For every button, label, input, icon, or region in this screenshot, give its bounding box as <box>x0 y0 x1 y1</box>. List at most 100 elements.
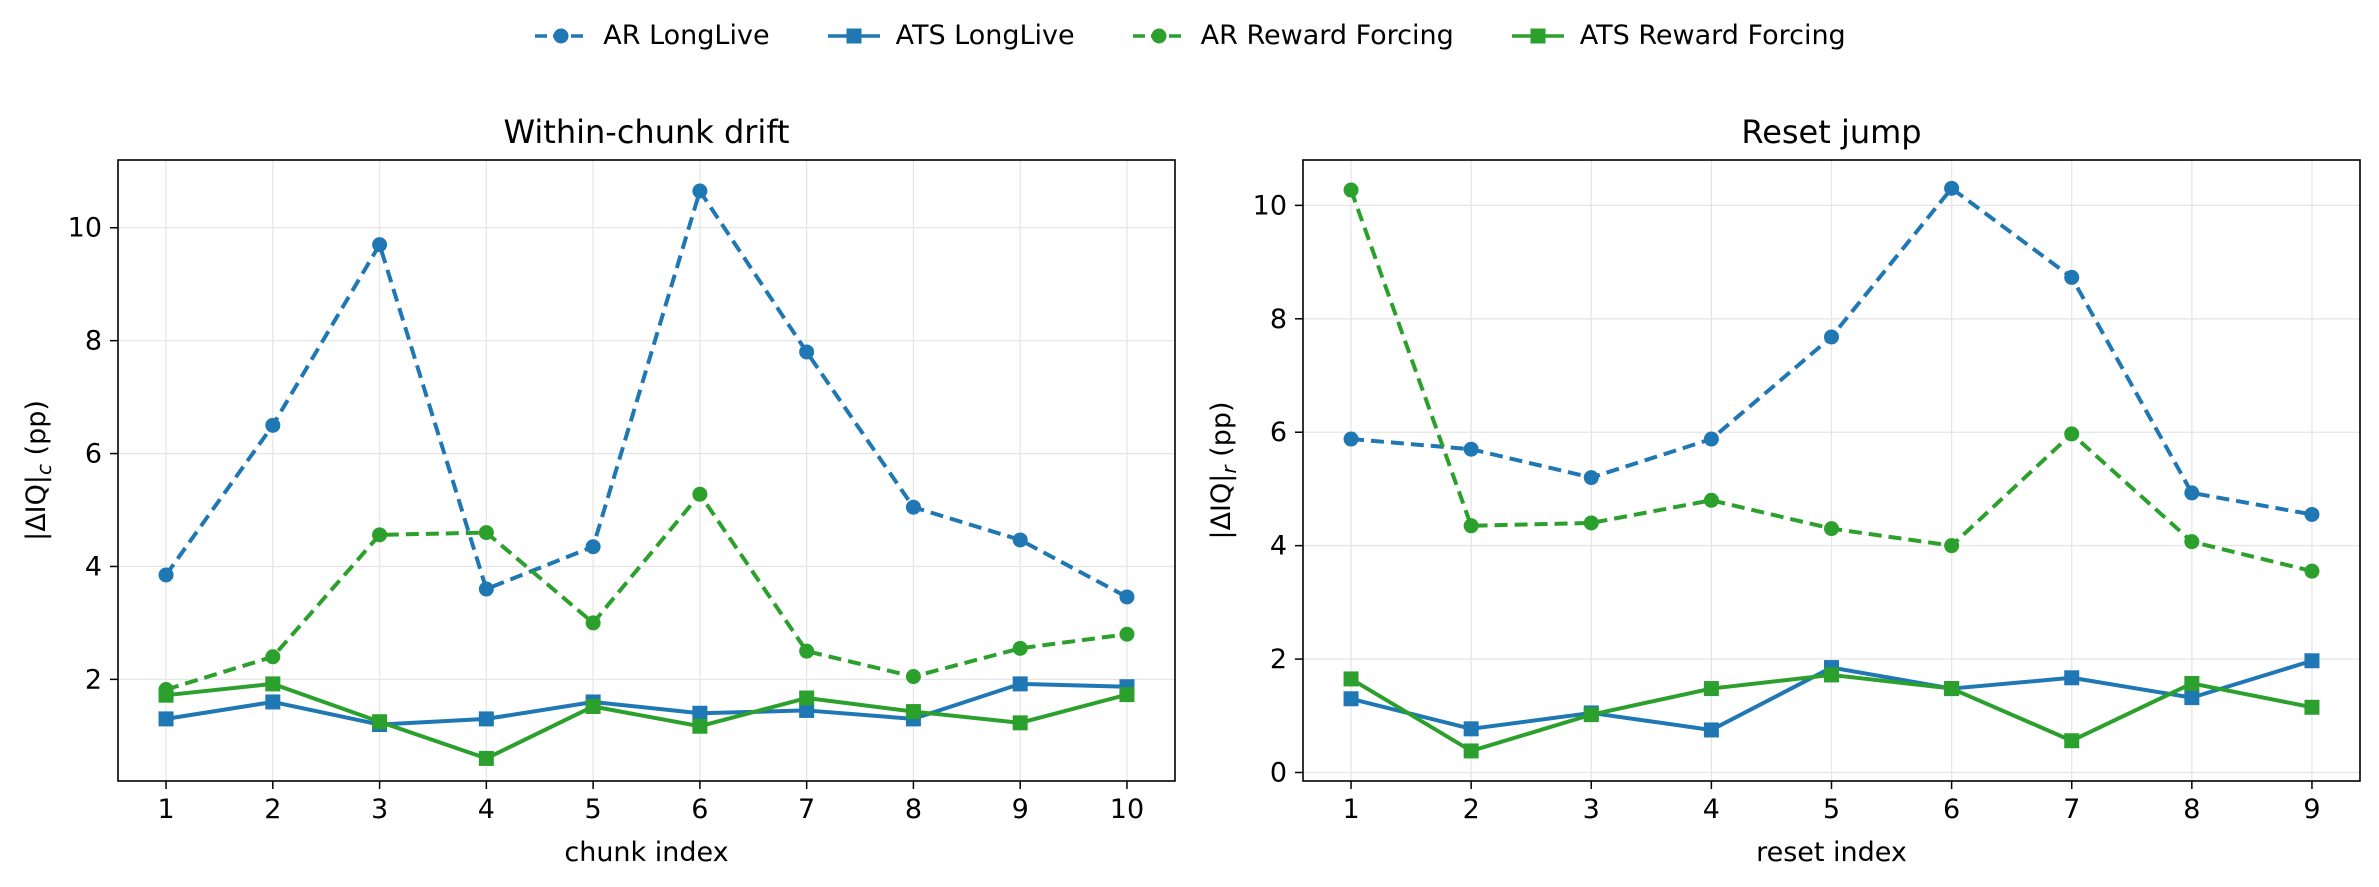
legend-label: AR Reward Forcing <box>1200 20 1454 51</box>
data-point <box>692 183 708 199</box>
x-tick-label: 8 <box>905 794 922 825</box>
chart-title: Within-chunk drift <box>503 113 789 151</box>
chart-panel: 1 2 3 4 5 6 7 8 9 0 2 4 6 8 10 Reset jump reset index |ΔI… <box>1206 113 2361 868</box>
data-point <box>1703 492 1719 508</box>
data-point <box>799 702 815 718</box>
series <box>158 183 1135 605</box>
x-tick-label: 3 <box>371 794 388 825</box>
data-point <box>158 687 174 703</box>
legend-swatch <box>535 28 588 43</box>
data-point <box>478 750 494 766</box>
data-point <box>1824 667 1839 683</box>
y-tick-label: 4 <box>1270 531 1287 562</box>
data-point <box>1343 182 1359 198</box>
legend-item: ATS LongLive <box>826 20 1075 51</box>
series <box>1343 667 2320 759</box>
chart-panel: 1 2 3 4 5 6 7 8 9 10 2 4 6 8 10 Within-chunk drift chunk… <box>21 113 1176 868</box>
data-point <box>1463 743 1479 759</box>
data-point <box>692 718 708 734</box>
data-point <box>1944 538 1960 554</box>
plot-frame <box>1302 159 2361 782</box>
x-tick-label: 1 <box>157 794 174 825</box>
data-point <box>1703 681 1719 697</box>
legend-label: ATS LongLive <box>895 20 1075 51</box>
data-point <box>692 486 708 502</box>
data-point <box>1703 431 1719 447</box>
data-point <box>372 714 388 730</box>
data-point <box>1012 532 1028 548</box>
series-line <box>165 681 1128 761</box>
y-tick-label: 2 <box>1270 644 1287 675</box>
y-tick-label: 8 <box>85 326 102 357</box>
data-point <box>2304 653 2320 669</box>
chart-title: Reset jump <box>1741 113 1921 151</box>
data-point <box>1583 707 1599 723</box>
series <box>1343 180 2320 522</box>
data-point <box>2304 506 2320 522</box>
x-tick-label: 9 <box>1012 794 1029 825</box>
data-point <box>2064 733 2080 749</box>
y-tick-label: 8 <box>1270 304 1287 335</box>
data-point <box>585 615 601 631</box>
data-point <box>158 567 174 583</box>
data-point <box>2184 690 2200 706</box>
x-axis-label: chunk index <box>564 837 728 868</box>
data-point <box>478 581 494 597</box>
legend-item: AR Reward Forcing <box>1131 20 1454 51</box>
data-point <box>2184 675 2200 691</box>
chart-legend: AR LongLive ATS LongLive AR Reward Forcing… <box>0 20 2379 51</box>
y-axis-label-main: |ΔIQ| <box>21 475 52 541</box>
y-tick-label: 6 <box>1270 417 1287 448</box>
data-point <box>1703 722 1719 738</box>
legend-item: AR LongLive <box>533 20 770 51</box>
data-point <box>1012 640 1028 656</box>
data-point <box>1463 441 1479 457</box>
x-tick-label: 5 <box>585 794 602 825</box>
data-point <box>2304 563 2320 579</box>
x-tick-label: 4 <box>478 794 495 825</box>
series <box>1343 182 2320 579</box>
legend-swatch <box>1132 28 1185 43</box>
y-axis-label-subscript: r <box>1217 464 1241 474</box>
y-tick-label: 4 <box>85 551 102 582</box>
plot-frame <box>117 159 1176 782</box>
x-tick-label: 9 <box>2303 794 2320 825</box>
legend-swatch-marker <box>1530 28 1546 43</box>
data-point <box>585 539 601 555</box>
series-line <box>165 492 1128 692</box>
x-tick-label: 7 <box>2063 794 2080 825</box>
series <box>158 486 1135 698</box>
data-point <box>905 499 921 515</box>
data-point <box>799 643 815 659</box>
data-point <box>1119 589 1135 605</box>
x-tick-label: 7 <box>798 794 815 825</box>
x-tick-label: 2 <box>264 794 281 825</box>
y-axis-label-unit: (pp) <box>21 400 52 464</box>
data-point <box>1824 521 1839 537</box>
data-point <box>1343 431 1359 447</box>
data-point <box>1012 676 1028 692</box>
legend-swatch <box>827 28 880 43</box>
data-point <box>2184 534 2200 550</box>
data-point <box>1343 671 1359 687</box>
legend-swatch-marker <box>553 28 569 43</box>
data-point <box>692 705 708 721</box>
data-point <box>1944 180 1960 196</box>
data-point <box>1343 691 1359 707</box>
y-tick-label: 10 <box>1253 190 1287 221</box>
data-point <box>1583 515 1599 531</box>
legend-label: AR LongLive <box>603 20 770 51</box>
data-point <box>478 711 494 727</box>
series <box>158 676 1135 733</box>
y-axis-label: |ΔIQ|c (pp) <box>21 400 56 541</box>
y-axis-label: |ΔIQ|r (pp) <box>1206 401 1241 539</box>
legend-label: ATS Reward Forcing <box>1579 20 1846 51</box>
x-tick-label: 6 <box>691 794 708 825</box>
data-point <box>265 417 281 433</box>
x-tick-label: 1 <box>1342 794 1359 825</box>
data-point <box>1463 721 1479 737</box>
legend-swatch-marker <box>1151 28 1167 43</box>
data-point <box>1012 715 1028 731</box>
y-axis-label-main: |ΔIQ| <box>1206 474 1237 540</box>
